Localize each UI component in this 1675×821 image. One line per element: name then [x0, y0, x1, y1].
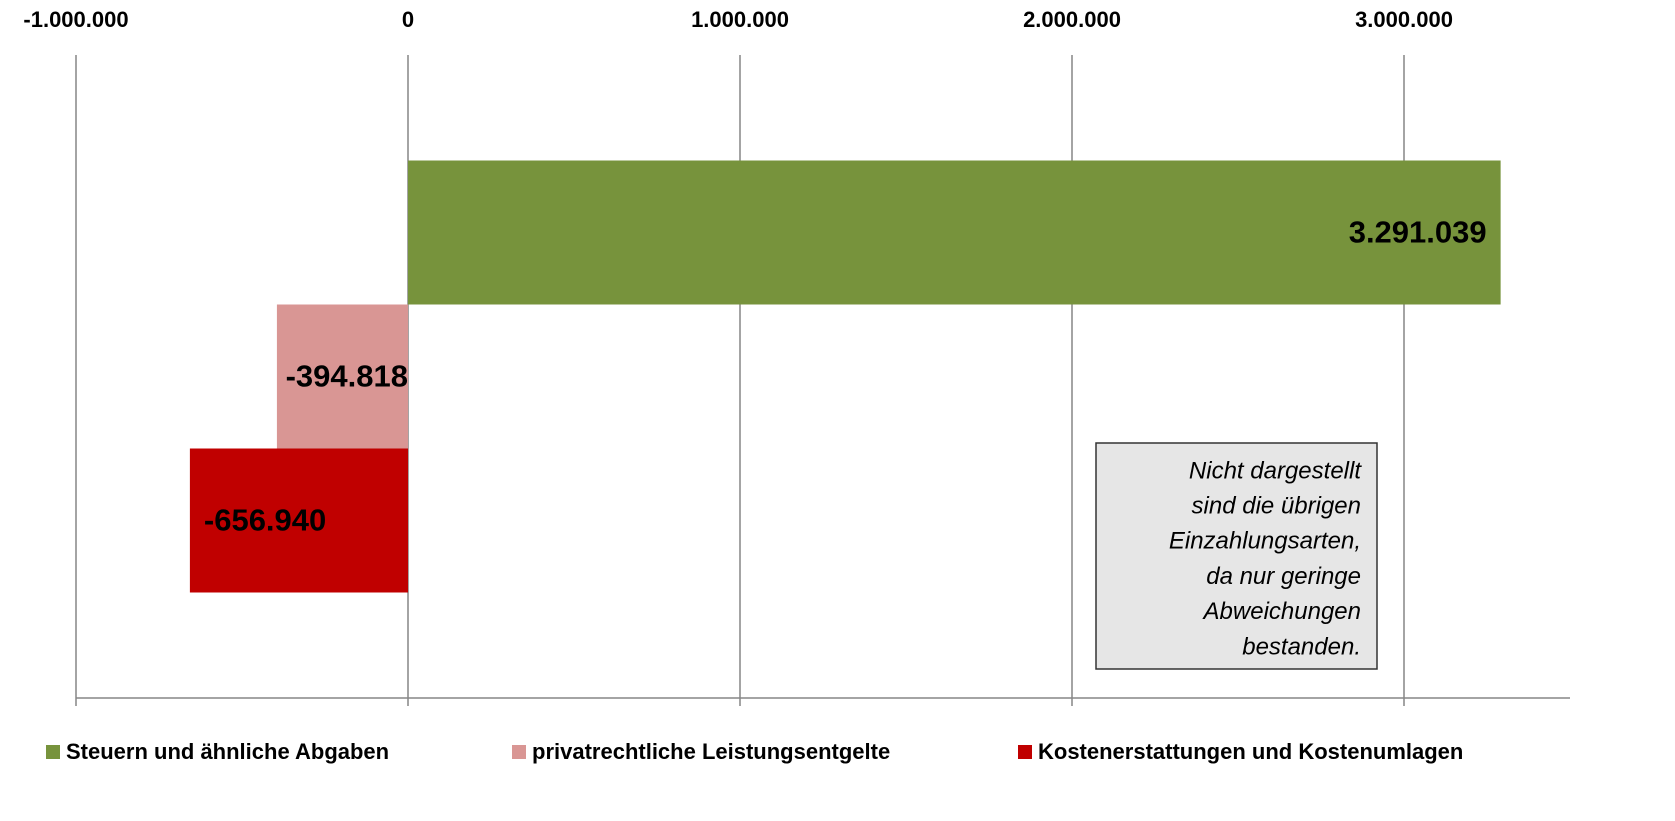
- annotation-text: Abweichungen: [1202, 598, 1361, 625]
- data-label: 3.291.039: [1349, 215, 1487, 250]
- bar: [276, 304, 408, 449]
- x-tick-label: -1.000.000: [23, 7, 128, 32]
- legend-label: Kostenerstattungen und Kostenumlagen: [1038, 739, 1463, 764]
- annotation-text: Nicht dargestellt: [1189, 457, 1362, 484]
- annotation-text: Einzahlungsarten,: [1169, 528, 1361, 555]
- annotation-text: da nur geringe: [1206, 563, 1361, 590]
- x-tick-label: 3.000.000: [1355, 7, 1453, 32]
- legend-swatch: [512, 745, 526, 759]
- annotation-box: [1095, 442, 1378, 670]
- legend-label: privatrechtliche Leistungsentgelte: [532, 739, 890, 764]
- annotation-text: sind die übrigen: [1192, 493, 1361, 520]
- bar: [408, 160, 1501, 305]
- legend-label: Steuern und ähnliche Abgaben: [66, 739, 389, 764]
- legend-swatch: [46, 745, 60, 759]
- annotation-text: bestanden.: [1242, 633, 1361, 660]
- x-tick-label: 0: [402, 7, 414, 32]
- x-tick-label: 2.000.000: [1023, 7, 1121, 32]
- bar: [189, 448, 408, 593]
- x-tick-label: 1.000.000: [691, 7, 789, 32]
- data-label: -656.940: [204, 503, 326, 538]
- data-label: -394.818: [286, 359, 408, 394]
- legend-swatch: [1018, 745, 1032, 759]
